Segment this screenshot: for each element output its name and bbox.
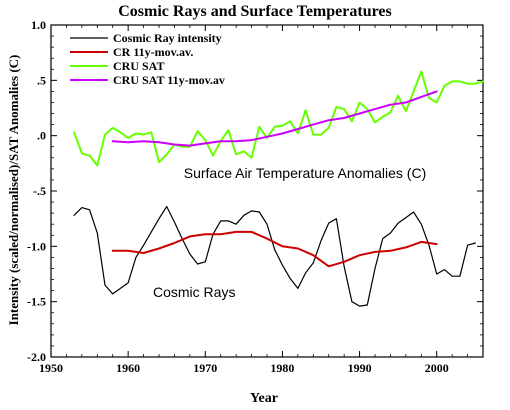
x-tick-label: 1990 bbox=[348, 361, 372, 375]
annotation-sat: Surface Air Temperature Anomalies (C) bbox=[184, 165, 427, 181]
x-axis-label: Year bbox=[250, 391, 278, 406]
legend-label: CR 11y-mov.av. bbox=[113, 45, 193, 59]
y-tick-label: .5 bbox=[37, 73, 46, 87]
annotation-cosmic-rays: Cosmic Rays bbox=[153, 284, 235, 300]
legend-label: CRU SAT 11y-mov.av bbox=[113, 73, 225, 87]
legend-label: Cosmic Ray intensity bbox=[113, 31, 222, 45]
legend-label: CRU SAT bbox=[113, 59, 164, 73]
series-line-cr-11y-mov-av bbox=[111, 230, 438, 268]
x-tick-label: 1950 bbox=[39, 361, 63, 375]
series-line-cru-sat bbox=[73, 70, 484, 167]
y-tick-label: .0 bbox=[37, 129, 46, 143]
y-tick-label: -2.0 bbox=[27, 350, 46, 364]
x-tick-label: 1970 bbox=[193, 361, 217, 375]
y-tick-label: -1.0 bbox=[27, 239, 46, 253]
y-tick-label: 1.0 bbox=[31, 18, 46, 32]
x-tick-label: 1980 bbox=[270, 361, 294, 375]
series-line-cru-sat-11y-mov-av bbox=[111, 90, 438, 147]
chart-title: Cosmic Rays and Surface Temperatures bbox=[118, 3, 391, 20]
y-tick-label: -1.5 bbox=[27, 295, 46, 309]
y-tick-label: -.5 bbox=[33, 184, 46, 198]
plot-area: 1950 1960 1970 1980 1990 2000 1.0 .5 .0 -.5 -1.0 -1… bbox=[27, 18, 484, 375]
series-line-cosmic-ray-intensity bbox=[73, 205, 476, 307]
x-tick-label: 1960 bbox=[116, 361, 140, 375]
y-axis-label: Intensity (scaled/normalised)/SAT Anomal… bbox=[6, 55, 21, 326]
x-tick-label: 2000 bbox=[425, 361, 449, 375]
